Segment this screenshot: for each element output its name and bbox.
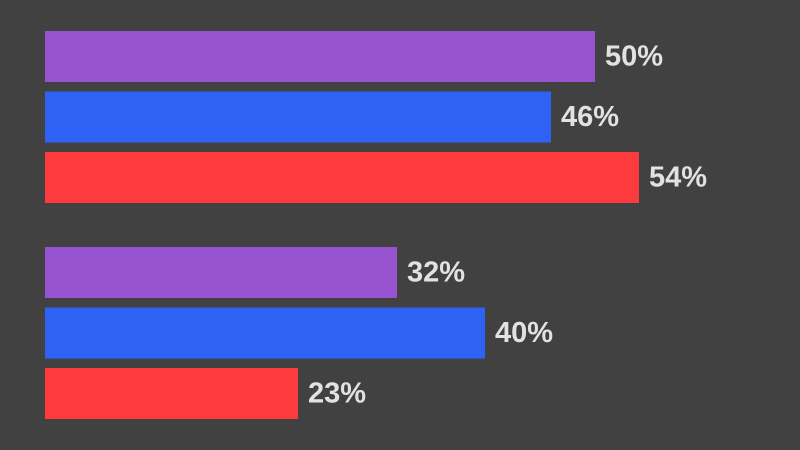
bars-layer [45, 31, 639, 419]
bar-g2-3 [45, 368, 298, 419]
bar-value-label-g2-3: 23% [308, 378, 366, 410]
bar-g1-1 [45, 31, 595, 82]
bar-g1-3 [45, 152, 639, 203]
bar-g1-2 [45, 91, 551, 143]
labels-layer: 50% 46% 54% 32% 40% 23% [308, 41, 707, 410]
bar-value-label-g2-2: 40% [495, 317, 553, 349]
bar-g2-1 [45, 247, 397, 298]
bar-value-label-g1-1: 50% [605, 41, 663, 73]
bar-value-label-g1-3: 54% [649, 162, 707, 194]
bar-value-label-g2-1: 32% [407, 257, 465, 289]
bar-g2-2 [45, 307, 485, 359]
bar-value-label-g1-2: 46% [561, 101, 619, 133]
